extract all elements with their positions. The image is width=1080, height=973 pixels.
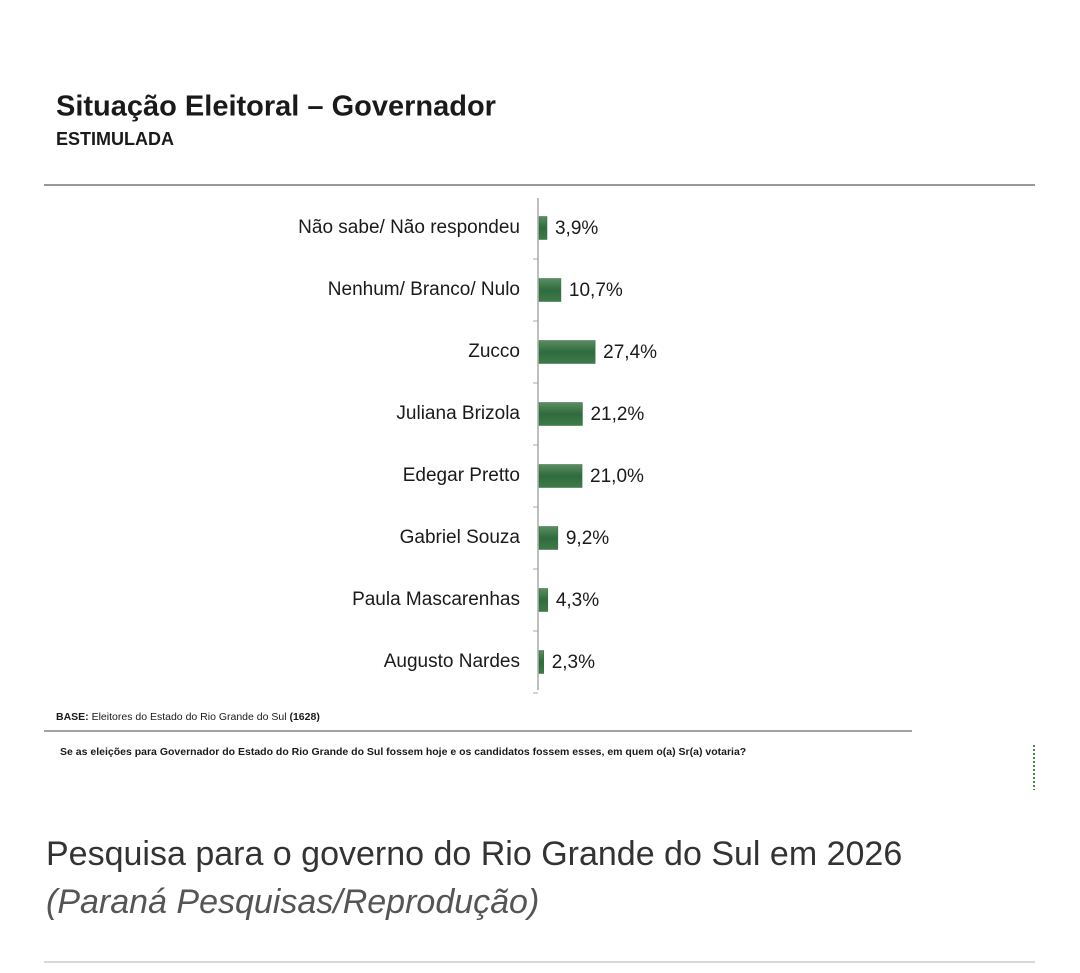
caption-credit: (Paraná Pesquisas/Reprodução): [46, 883, 539, 921]
value-label: 9,2%: [566, 528, 609, 549]
question: Se as eleições para Governador do Estado…: [60, 746, 746, 758]
chart-title: Situação Eleitoral – Governador: [56, 91, 496, 123]
value-label: 21,0%: [590, 466, 644, 487]
base-count: (1628): [289, 711, 319, 723]
caption: Pesquisa para o governo do Rio Grande do…: [46, 835, 902, 873]
chart-subtitle: ESTIMULADA: [56, 129, 174, 149]
value-label: 10,7%: [569, 280, 623, 301]
base-label: BASE:: [56, 711, 89, 723]
value-label: 3,9%: [555, 218, 598, 239]
value-label: 2,3%: [552, 652, 595, 673]
category-label: Juliana Brizola: [396, 403, 520, 424]
bar: [538, 650, 544, 674]
bar: [538, 588, 549, 612]
value-label: 27,4%: [603, 342, 657, 363]
value-label: 4,3%: [556, 590, 599, 611]
category-label: Nenhum/ Branco/ Nulo: [328, 279, 520, 300]
value-label: 21,2%: [590, 404, 644, 425]
category-label: Augusto Nardes: [384, 651, 520, 672]
bar: [538, 402, 583, 426]
bar: [538, 340, 596, 364]
category-label: Zucco: [468, 341, 520, 362]
bar: [538, 278, 562, 302]
category-label: Não sabe/ Não respondeu: [298, 217, 520, 238]
category-label: Paula Mascarenhas: [352, 589, 520, 610]
bar: [538, 464, 583, 488]
category-label: Edegar Pretto: [403, 465, 520, 486]
base-note: BASE: Eleitores do Estado do Rio Grande …: [56, 711, 320, 723]
base-text: Eleitores do Estado do Rio Grande do Sul: [92, 711, 287, 723]
bar: [538, 526, 559, 550]
category-label: Gabriel Souza: [400, 527, 521, 548]
bar: [538, 216, 548, 240]
